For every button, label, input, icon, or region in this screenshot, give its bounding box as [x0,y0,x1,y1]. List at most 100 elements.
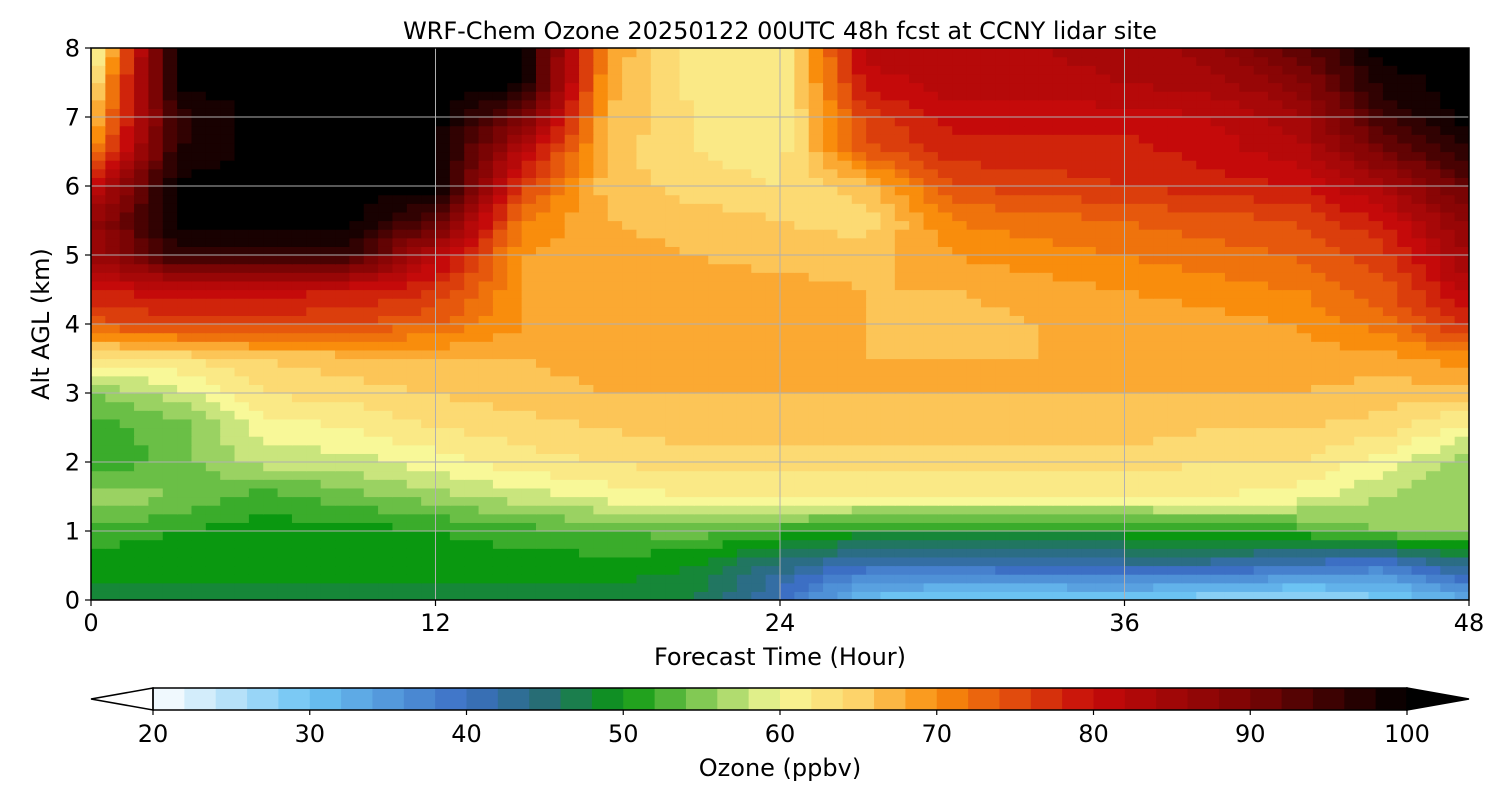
heatmap-cell [1052,565,1068,575]
heatmap-cell [177,556,193,567]
heatmap-cell [1181,418,1197,429]
heatmap-cell [378,280,394,291]
heatmap-cell [966,487,982,498]
heatmap-cell [1067,410,1083,420]
heatmap-cell [1153,436,1169,446]
heatmap-cell [248,505,264,515]
heatmap-cell [780,263,795,273]
heatmap-cell [622,574,638,584]
heatmap-cell [1368,444,1384,454]
heatmap-cell [205,211,221,222]
heatmap-cell [880,418,896,429]
heatmap-cell [952,444,968,454]
heatmap-cell [406,393,422,403]
heatmap-cell [248,358,264,368]
heatmap-cell [435,436,451,446]
heatmap-cell [1411,298,1427,308]
heatmap-cell [248,160,264,170]
heatmap-cell [665,168,681,178]
heatmap-cell [937,522,953,532]
heatmap-cell [837,375,853,385]
heatmap-cell [191,470,207,480]
heatmap-cell [708,591,724,600]
heatmap-cell [966,168,982,178]
heatmap-cell [1311,470,1327,480]
heatmap-cell [421,487,437,498]
heatmap-cell [1425,315,1441,325]
heatmap-cell [636,332,652,342]
heatmap-cell [937,574,953,584]
heatmap-cell [751,367,767,377]
heatmap-cell [1311,168,1327,178]
heatmap-cell [607,436,623,446]
heatmap-cell [1067,332,1083,342]
heatmap-cell [607,272,623,282]
heatmap-cell [1411,272,1427,282]
heatmap-cell [564,255,580,265]
heatmap-cell [1081,487,1097,498]
heatmap-cell [363,194,379,204]
heatmap-cell [535,479,551,489]
heatmap-cell [1153,522,1169,532]
heatmap-cell [1253,194,1269,204]
heatmap-cell [564,220,580,230]
heatmap-cell [1311,246,1327,256]
heatmap-cell [148,220,164,230]
heatmap-cell [1325,418,1341,429]
heatmap-cell [909,168,925,178]
heatmap-cell [306,505,322,515]
heatmap-cell [234,315,250,325]
heatmap-cell [277,306,293,316]
heatmap-cell [1296,496,1312,506]
heatmap-cell [665,332,681,342]
heatmap-cell [162,556,178,567]
heatmap-cell [1311,358,1327,368]
heatmap-cell [1268,539,1283,549]
heatmap-cell [1196,444,1212,454]
heatmap-cell [1454,565,1469,575]
heatmap-cell [579,186,594,196]
heatmap-cell [1138,358,1154,368]
heatmap-cell [521,393,537,403]
heatmap-cell [478,513,494,523]
heatmap-cell [579,505,594,515]
heatmap-cell [1296,505,1312,515]
heatmap-cell [693,367,709,377]
heatmap-cell [751,453,767,463]
heatmap-cell [808,341,824,351]
heatmap-cell [1311,513,1327,523]
heatmap-cell [894,444,910,454]
heatmap-cell [693,358,709,368]
heatmap-cell [1124,263,1140,273]
heatmap-cell [1339,358,1355,368]
heatmap-cell [1239,358,1255,368]
heatmap-cell [263,453,279,463]
heatmap-cell [1411,565,1427,575]
heatmap-cell [119,418,135,429]
heatmap-cell [636,513,652,523]
heatmap-cell [1024,203,1039,213]
heatmap-cell [593,272,609,282]
heatmap-cell [1024,229,1039,239]
heatmap-cell [1368,427,1384,437]
heatmap-cell [91,410,106,420]
heatmap-cell [421,522,437,532]
heatmap-cell [220,531,236,541]
heatmap-cell [952,565,968,575]
heatmap-cell [1339,246,1355,256]
heatmap-cell [837,522,853,532]
heatmap-cell [808,246,824,256]
heatmap-cell [650,211,666,222]
heatmap-cell [421,410,437,420]
heatmap-cell [1167,186,1183,196]
heatmap-cell [162,479,178,489]
heatmap-cell [263,229,279,239]
heatmap-cell [1110,349,1126,360]
heatmap-cell [607,160,623,170]
heatmap-cell [708,427,724,437]
heatmap-cell [134,444,150,454]
heatmap-cell [507,444,523,454]
heatmap-cell [263,522,279,532]
heatmap-cell [866,531,882,541]
heatmap-cell [1224,522,1240,532]
